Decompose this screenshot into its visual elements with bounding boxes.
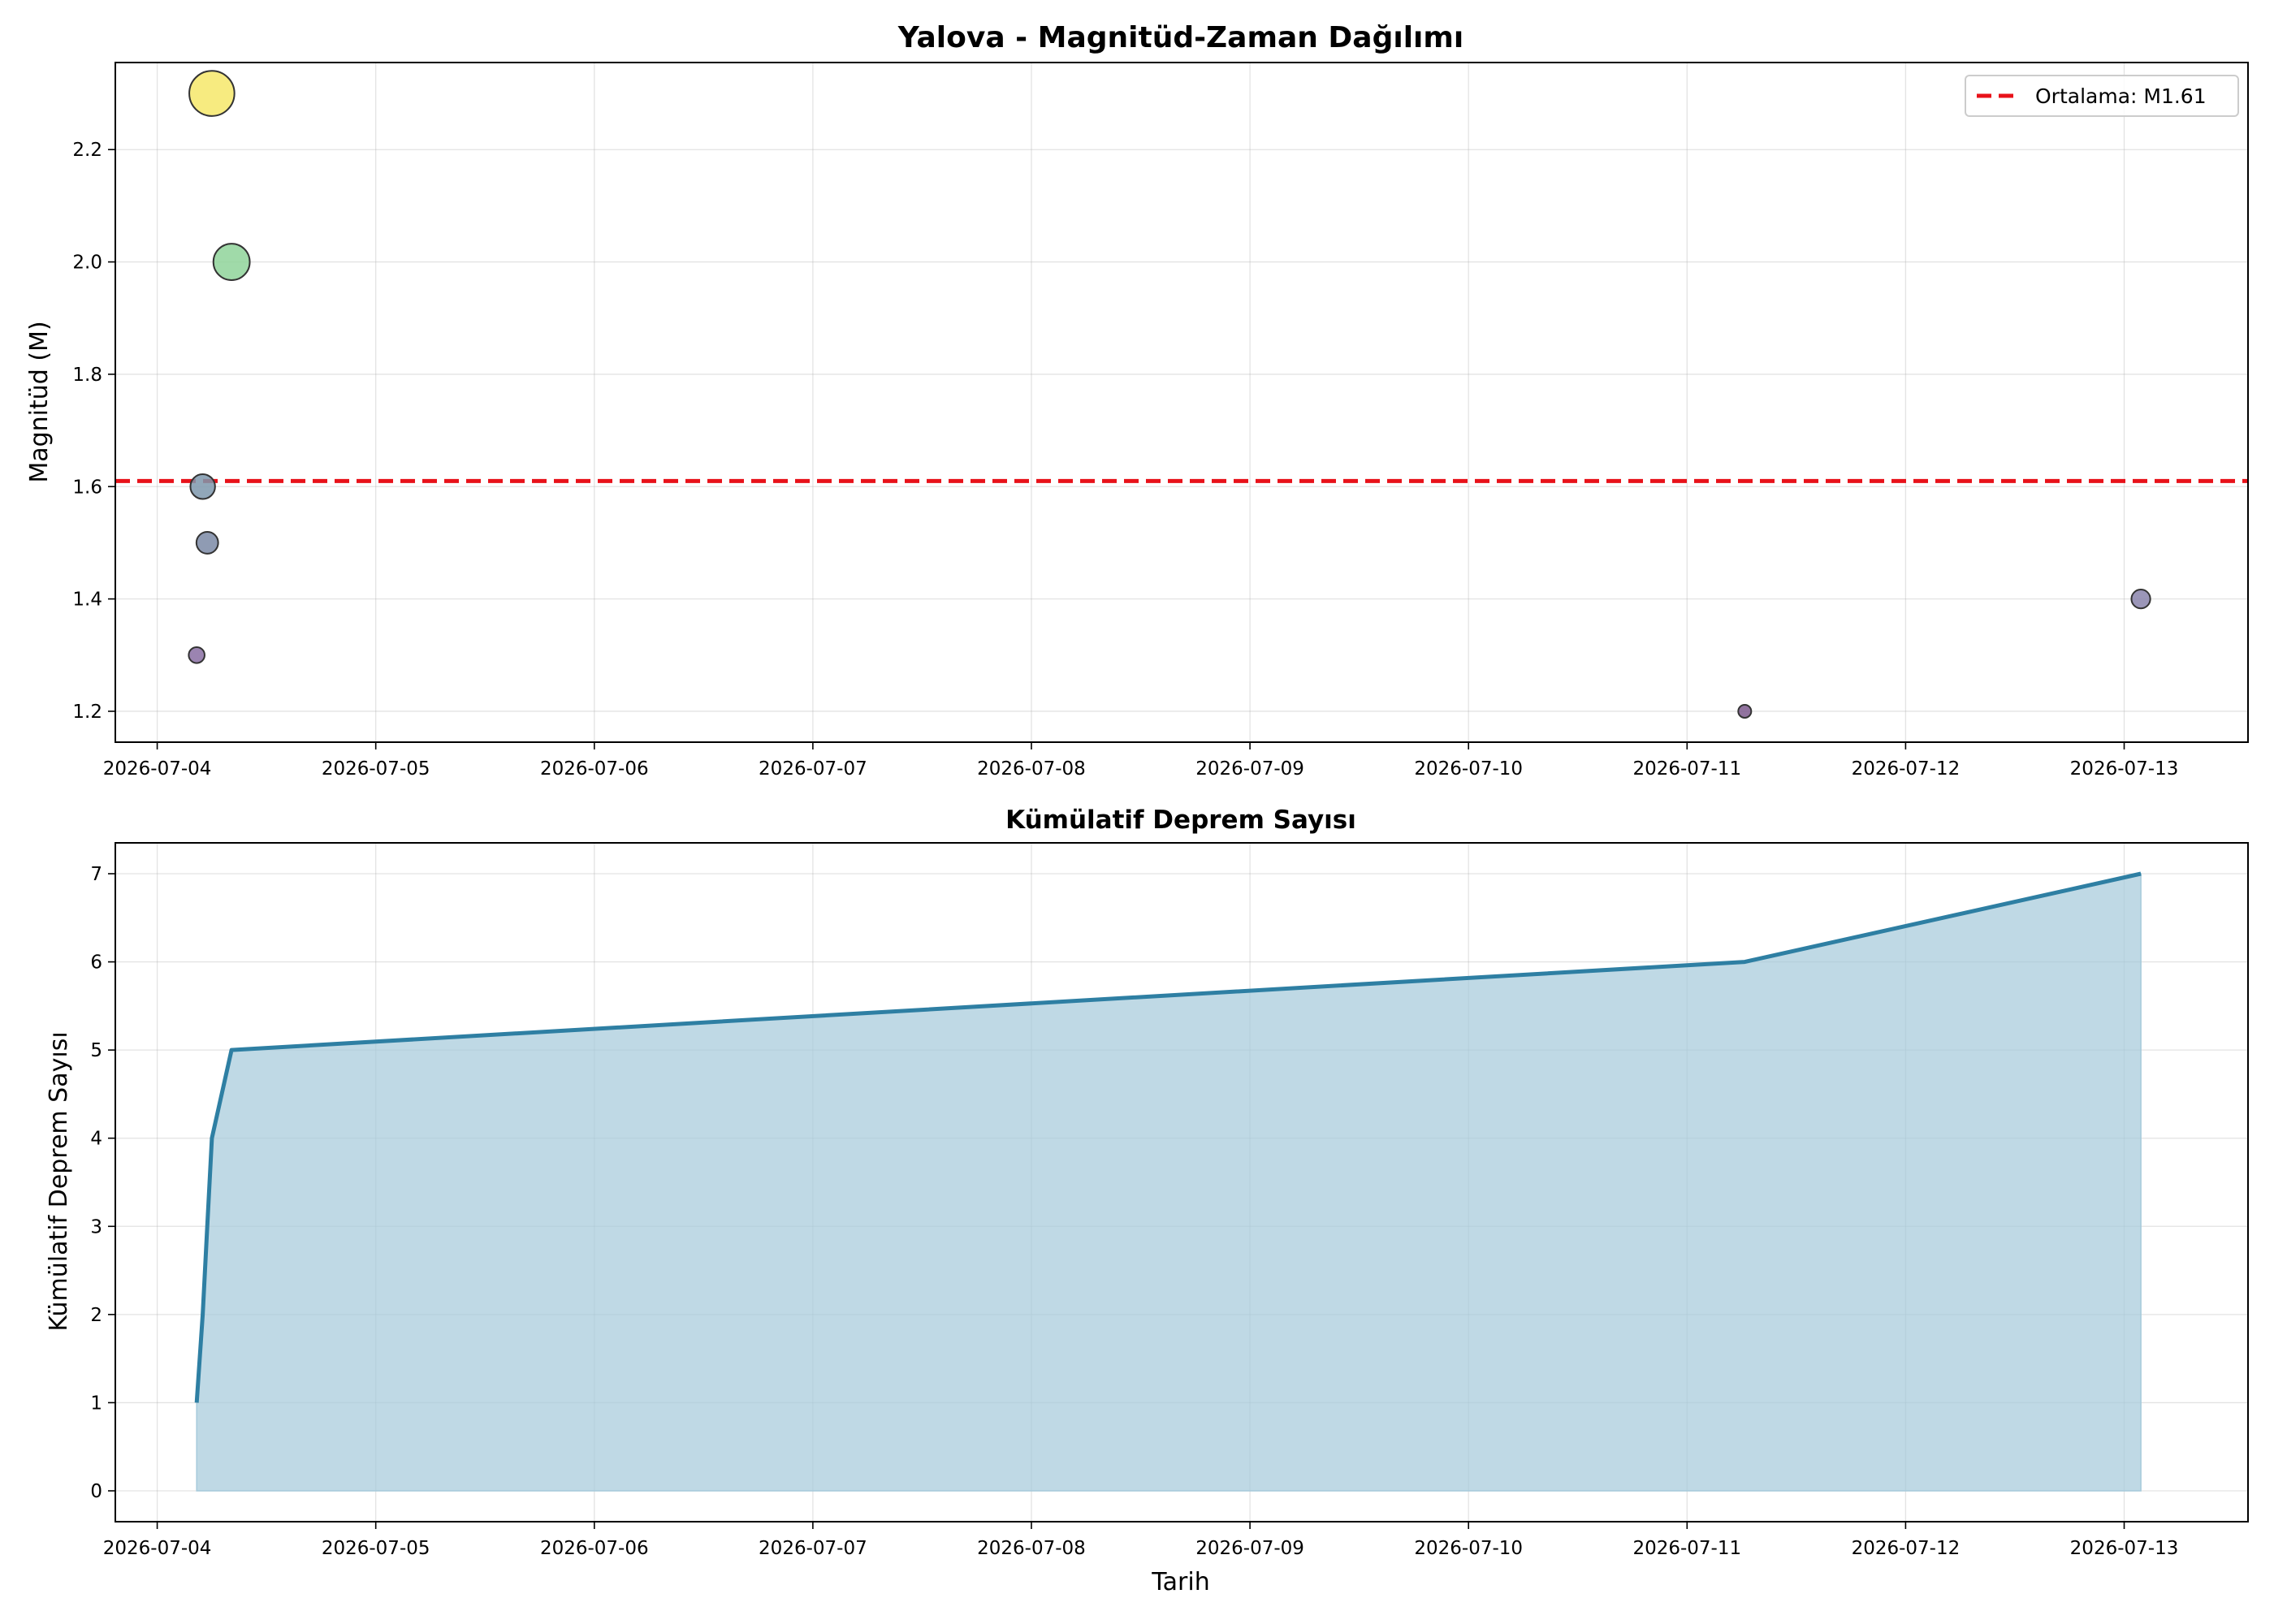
cumulative-x-tick-label: 2026-07-08 bbox=[977, 1538, 1086, 1559]
magnitude-chart-title: Yalova - Magnitüd-Zaman Dağılımı bbox=[897, 21, 1463, 54]
magnitude-y-tick-label: 2.2 bbox=[72, 140, 102, 161]
magnitude-x-tick-label: 2026-07-09 bbox=[1195, 758, 1304, 780]
magnitude-point bbox=[188, 70, 236, 117]
magnitude-x-tick-label: 2026-07-04 bbox=[103, 758, 212, 780]
magnitude-x-tick-label: 2026-07-10 bbox=[1414, 758, 1523, 780]
magnitude-points bbox=[188, 70, 2151, 719]
magnitude-x-tick-label: 2026-07-12 bbox=[1852, 758, 1961, 780]
magnitude-x-ticks: 2026-07-04 2026-07-05 2026-07-06 2026-07-07… bbox=[103, 742, 2179, 780]
magnitude-chart-frame bbox=[115, 62, 2249, 743]
magnitude-x-tick-label: 2026-07-05 bbox=[322, 758, 430, 780]
magnitude-point bbox=[188, 646, 205, 664]
magnitude-point bbox=[1737, 703, 1753, 719]
magnitude-point bbox=[2130, 589, 2151, 610]
magnitude-legend: Ortalama: M1.61 bbox=[1965, 75, 2239, 117]
cumulative-x-tick-label: 2026-07-12 bbox=[1852, 1538, 1961, 1559]
magnitude-y-axis-label: Magnitüd (M) bbox=[25, 321, 54, 482]
magnitude-x-tick-label: 2026-07-11 bbox=[1632, 758, 1741, 780]
cumulative-x-tick-label: 2026-07-13 bbox=[2070, 1538, 2179, 1559]
cumulative-y-ticks: 0 1 2 3 4 5 6 7 bbox=[90, 864, 115, 1502]
magnitude-point bbox=[212, 243, 251, 281]
cumulative-x-axis-label: Tarih bbox=[1151, 1568, 1209, 1596]
cumulative-chart-title: Kümülatif Deprem Sayısı bbox=[1005, 806, 1356, 835]
cumulative-x-ticks: 2026-07-04 2026-07-05 2026-07-06 2026-07-07… bbox=[103, 1522, 2179, 1559]
magnitude-y-tick-label: 2.0 bbox=[72, 253, 102, 274]
cumulative-y-tick-label: 5 bbox=[90, 1040, 102, 1061]
magnitude-y-tick-label: 1.6 bbox=[72, 477, 102, 498]
legend-mean-label: Ortalama: M1.61 bbox=[2035, 84, 2207, 108]
magnitude-x-tick-label: 2026-07-08 bbox=[977, 758, 1086, 780]
cumulative-x-tick-label: 2026-07-06 bbox=[540, 1538, 649, 1559]
cumulative-x-tick-label: 2026-07-05 bbox=[322, 1538, 430, 1559]
cumulative-x-tick-label: 2026-07-10 bbox=[1414, 1538, 1523, 1559]
magnitude-y-tick-label: 1.4 bbox=[72, 590, 102, 611]
legend-box bbox=[1965, 75, 2239, 117]
magnitude-chart-grid bbox=[115, 63, 2248, 742]
cumulative-y-tick-label: 1 bbox=[90, 1393, 102, 1414]
magnitude-x-tick-label: 2026-07-13 bbox=[2070, 758, 2179, 780]
cumulative-x-tick-label: 2026-07-04 bbox=[103, 1538, 212, 1559]
magnitude-y-tick-label: 1.2 bbox=[72, 702, 102, 723]
cumulative-x-tick-label: 2026-07-07 bbox=[759, 1538, 867, 1559]
magnitude-point bbox=[189, 473, 216, 500]
cumulative-line bbox=[194, 871, 2142, 1403]
cumulative-y-tick-label: 2 bbox=[90, 1305, 102, 1326]
cumulative-count-chart: Kümülatif Deprem Sayısı 2026-07-04 2026-0… bbox=[45, 806, 2249, 1596]
cumulative-y-axis-label: Kümülatif Deprem Sayısı bbox=[45, 1031, 73, 1331]
cumulative-y-tick-label: 0 bbox=[90, 1481, 102, 1502]
magnitude-y-ticks: 1.2 1.4 1.6 1.8 2.0 2.2 bbox=[72, 140, 115, 723]
magnitude-y-tick-label: 1.8 bbox=[72, 365, 102, 386]
magnitude-time-chart: Yalova - Magnitüd-Zaman Dağılımı 2026-07… bbox=[25, 21, 2249, 780]
cumulative-y-tick-label: 4 bbox=[90, 1129, 102, 1150]
magnitude-x-tick-label: 2026-07-06 bbox=[540, 758, 649, 780]
cumulative-y-tick-label: 3 bbox=[90, 1216, 102, 1237]
cumulative-y-tick-label: 7 bbox=[90, 864, 102, 885]
magnitude-x-tick-label: 2026-07-07 bbox=[759, 758, 867, 780]
magnitude-point bbox=[195, 531, 219, 555]
cumulative-chart-frame bbox=[115, 842, 2249, 1522]
cumulative-x-tick-label: 2026-07-11 bbox=[1632, 1538, 1741, 1559]
cumulative-x-tick-label: 2026-07-09 bbox=[1195, 1538, 1304, 1559]
cumulative-y-tick-label: 6 bbox=[90, 952, 102, 974]
